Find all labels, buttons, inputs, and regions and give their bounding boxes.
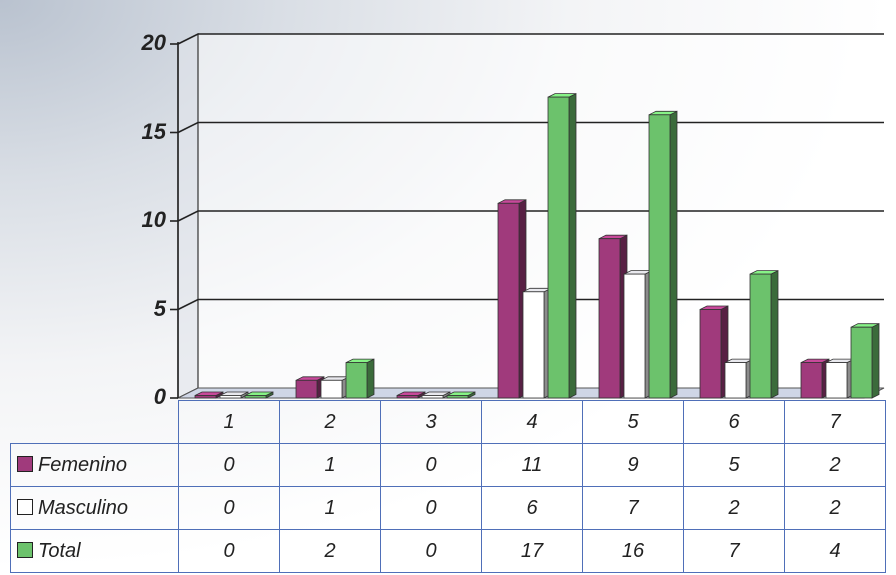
y-tick-label: 15	[141, 118, 166, 144]
bar-femenino-5	[598, 238, 621, 399]
data-label: 11	[481, 443, 583, 487]
data-label: 2	[279, 529, 381, 573]
bar-total-5	[648, 114, 671, 399]
data-label: 1	[279, 443, 381, 487]
bar-total-1	[244, 395, 267, 399]
bar-total-5-side	[669, 110, 678, 399]
bar-total-7	[850, 326, 873, 399]
data-label: 7	[683, 529, 785, 573]
x-tick-label: 2	[279, 400, 381, 444]
data-label: 17	[481, 529, 583, 573]
data-label: 16	[582, 529, 684, 573]
legend-swatch	[17, 541, 33, 558]
bar-total-4-side	[568, 92, 577, 399]
gridline	[177, 33, 884, 45]
data-label: 5	[683, 443, 785, 487]
data-label: 6	[481, 486, 583, 530]
bar-masculino-7	[825, 362, 848, 399]
data-label: 2	[683, 486, 785, 530]
x-tick-label: 1	[178, 400, 280, 444]
data-label: 0	[178, 443, 280, 487]
table-row: Femenino 0 1 0 11 9 5 2	[10, 443, 886, 487]
table-row: Masculino 0 1 0 6 7 2 2	[10, 486, 886, 530]
data-label: 2	[784, 486, 886, 530]
legend-label: Femenino	[38, 453, 127, 476]
x-tick-label: 7	[784, 400, 886, 444]
bar-total-6-side	[770, 269, 779, 399]
bar-femenino-7	[800, 362, 823, 399]
bar-femenino-1	[194, 395, 217, 399]
x-tick-label: 6	[683, 400, 785, 444]
y-tick-label: 5	[153, 295, 166, 321]
bar-masculino-1	[219, 395, 242, 399]
bar-masculino-5	[623, 273, 646, 399]
bar-masculino-3	[421, 395, 444, 399]
legend-label: Masculino	[38, 496, 129, 519]
legend-entry: Masculino	[10, 486, 179, 530]
bar-total-7-side	[871, 323, 880, 399]
data-table: 1 2 3 4 5 6 7 Femenino 0 1 0 11 9 5 2 Masculino 0 1 0 6 7 2 2 T…	[10, 400, 886, 573]
bar-total-2	[345, 362, 368, 399]
data-label: 0	[178, 529, 280, 573]
bar-femenino-2	[295, 379, 318, 399]
table-row: Total 0 2 0 17 16 7 4	[10, 529, 886, 573]
data-label: 4	[784, 529, 886, 573]
x-tick-label: 5	[582, 400, 684, 444]
bar-masculino-2	[320, 379, 343, 399]
data-label: 0	[380, 529, 482, 573]
bar-total-2-side	[366, 358, 375, 399]
legend-entry: Total	[10, 529, 179, 573]
bar-femenino-3	[396, 395, 419, 399]
bar-masculino-6	[724, 362, 747, 399]
legend-label: Total	[38, 539, 81, 562]
bar-femenino-4	[497, 202, 520, 399]
bar-total-3	[446, 395, 469, 399]
y-tick-label: 20	[141, 30, 166, 55]
bar-femenino-6	[699, 309, 722, 399]
data-label: 2	[784, 443, 886, 487]
legend-entry: Femenino	[10, 443, 179, 487]
bar-total-6	[749, 273, 772, 399]
data-label: 9	[582, 443, 684, 487]
bar-total-4	[547, 96, 570, 399]
data-label: 0	[380, 443, 482, 487]
x-tick-label: 4	[481, 400, 583, 444]
legend-swatch	[17, 455, 33, 472]
data-label: 1	[279, 486, 381, 530]
bar-masculino-4	[522, 291, 545, 399]
data-label: 0	[380, 486, 482, 530]
data-label: 7	[582, 486, 684, 530]
y-tick-label: 10	[141, 207, 166, 232]
data-label: 0	[178, 486, 280, 530]
x-tick-label: 3	[380, 400, 482, 444]
table-corner	[10, 400, 179, 444]
legend-swatch	[17, 498, 33, 515]
